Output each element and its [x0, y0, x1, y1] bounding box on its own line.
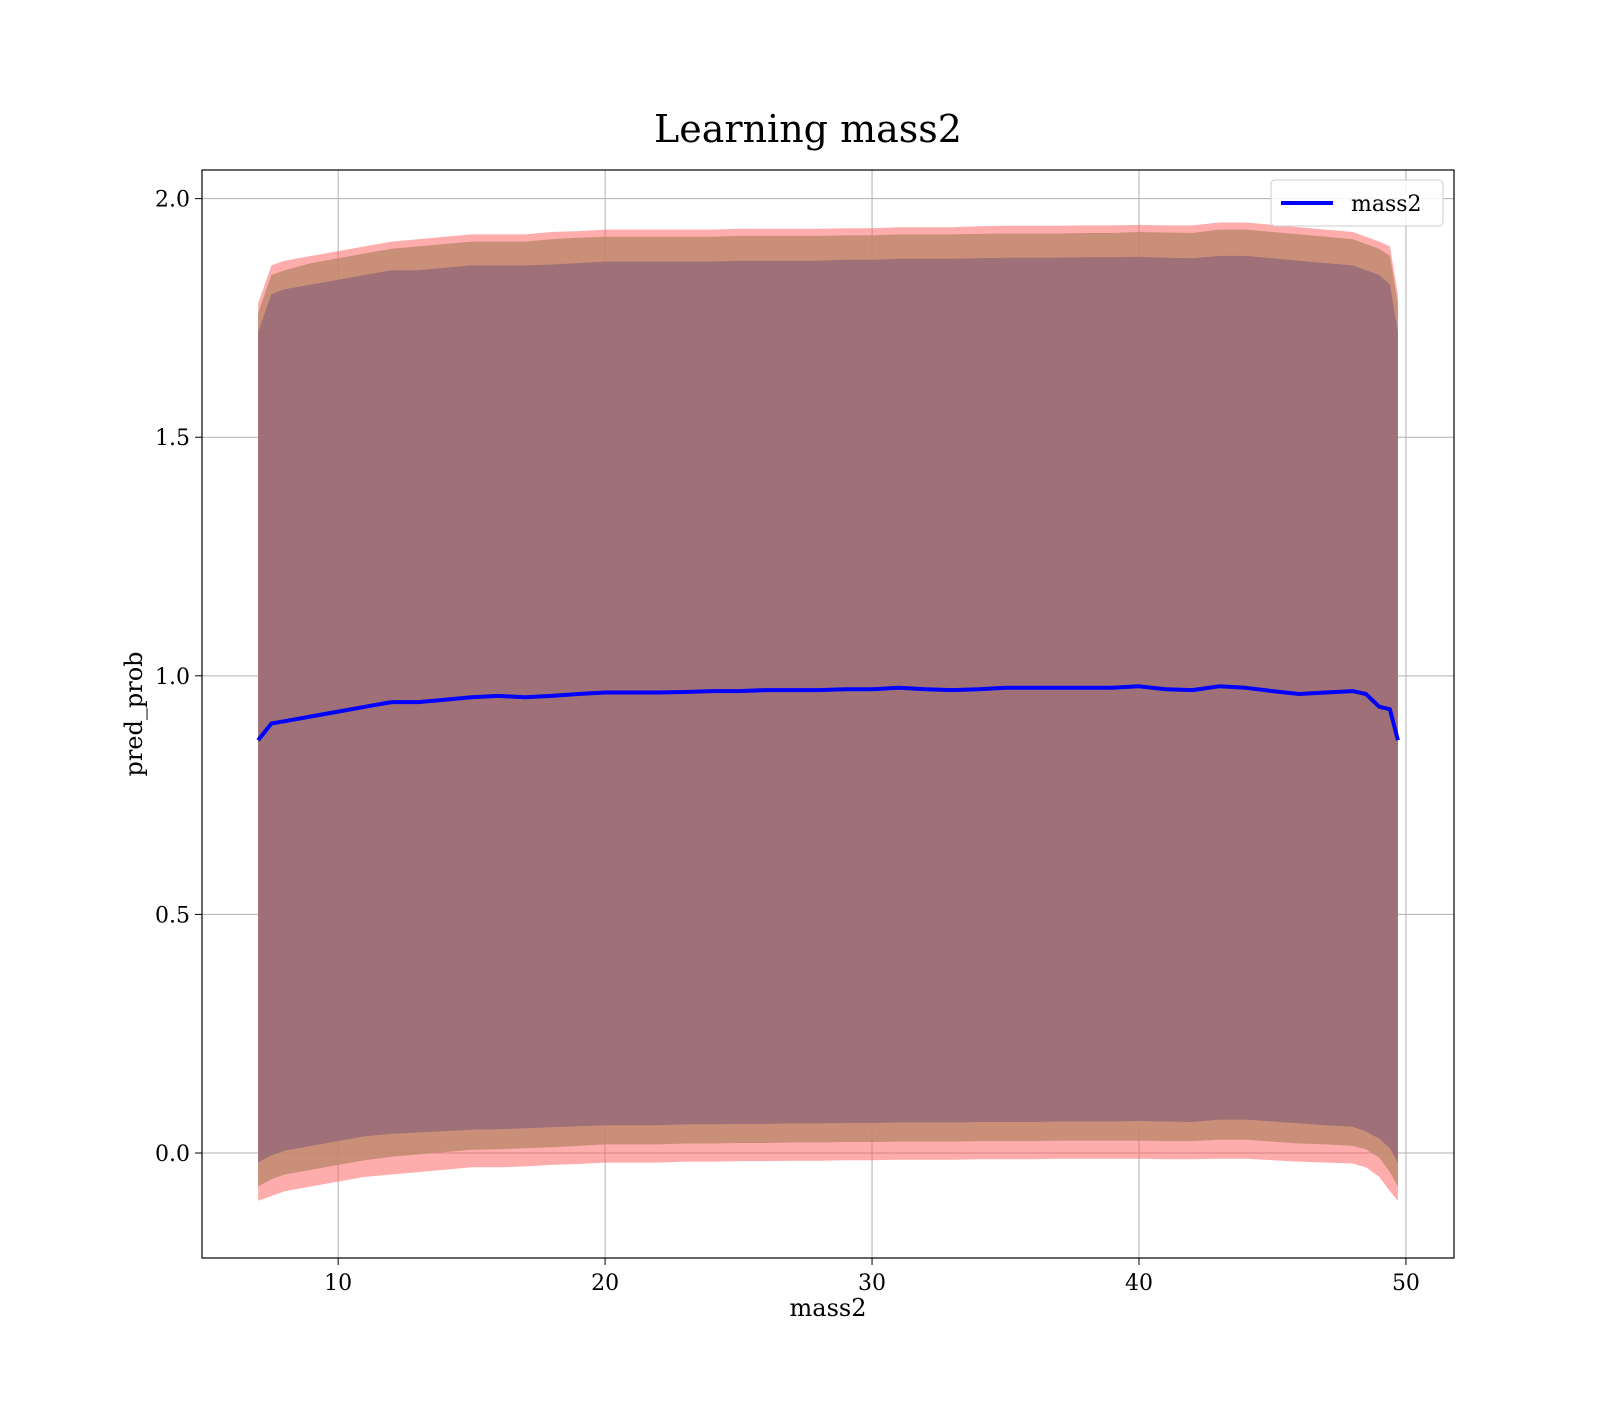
x-tick-label-0: 10: [324, 1271, 352, 1296]
y-tick-label-3: 1.5: [155, 426, 190, 451]
legend-box: [1270, 179, 1444, 227]
series-lines: [256, 684, 1400, 742]
band-2: [258, 255, 1398, 1163]
x-tick-label-4: 50: [1392, 1271, 1420, 1296]
chart-title: Learning mass2: [654, 107, 962, 151]
plot-frame: [201, 169, 1455, 1259]
legend: mass2: [1270, 179, 1444, 227]
legend-label-mass2: mass2: [1351, 192, 1422, 217]
x-tick-label-2: 30: [858, 1271, 886, 1296]
confidence-bands: [258, 222, 1398, 1201]
x-axis-label: mass2: [790, 1294, 867, 1322]
series-line-mass2: [256, 684, 1400, 742]
y-tick-label-0: 0.0: [155, 1142, 190, 1167]
y-tick-label-1: 0.5: [155, 903, 190, 928]
x-tick-label-3: 40: [1125, 1271, 1153, 1296]
y-tick-label-2: 1.0: [155, 665, 190, 690]
x-tick-label-1: 20: [591, 1271, 619, 1296]
y-tick-label-4: 2.0: [155, 188, 190, 213]
y-axis-label: pred_prob: [120, 651, 148, 776]
y-axis-ticks: 0.0 0.5 1.0 1.5 2.0: [155, 188, 202, 1167]
x-axis-ticks: 10 20 30 40 50: [324, 1258, 1420, 1296]
